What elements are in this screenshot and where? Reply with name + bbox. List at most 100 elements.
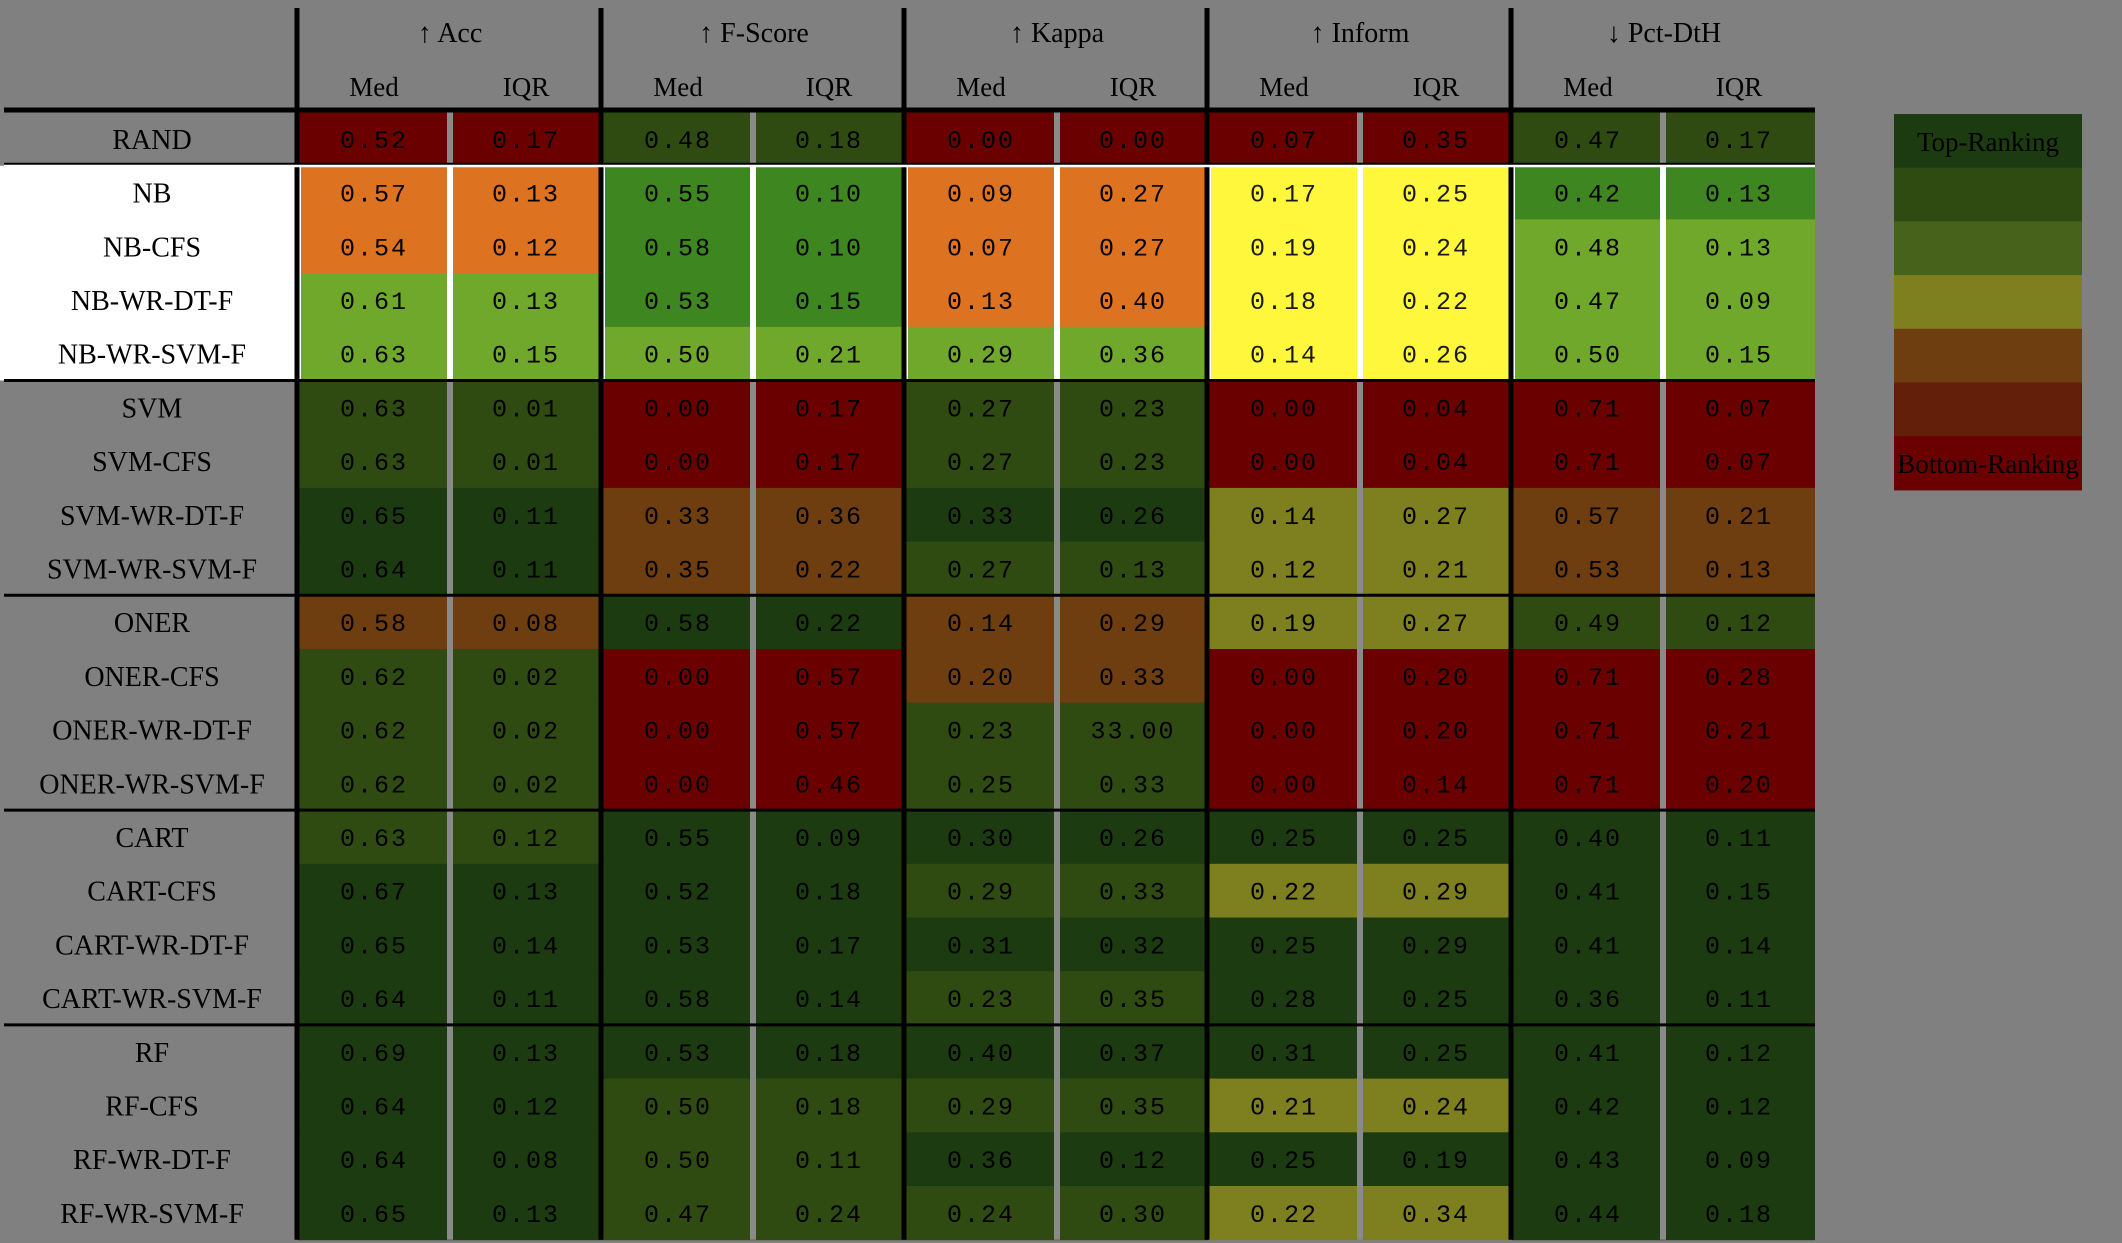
cell-value: 0.13 <box>1099 556 1167 585</box>
heatmap-cell <box>1663 917 1815 972</box>
heatmap-cell <box>1360 649 1512 704</box>
metric-header: ↑ Kappa <box>1010 18 1105 49</box>
heatmap-cell <box>298 1132 450 1187</box>
heatmap-cell <box>753 1078 905 1133</box>
heatmap-cell <box>1512 702 1664 757</box>
heatmap-cell <box>1663 1132 1815 1187</box>
cell-value: 0.00 <box>1099 127 1167 156</box>
cell-value: 0.00 <box>1250 718 1318 747</box>
metric-header: ↑ F-Score <box>699 18 809 49</box>
cell-value: 0.15 <box>1705 342 1773 371</box>
cell-value: 0.29 <box>947 879 1015 908</box>
heatmap-cell <box>905 810 1057 865</box>
cell-value: 0.08 <box>492 1147 560 1176</box>
heatmap-cell <box>753 971 905 1026</box>
heatmap-cell <box>1512 326 1664 381</box>
cell-value: 0.00 <box>1250 771 1318 800</box>
cell-value: 0.13 <box>492 1040 560 1069</box>
cell-value: 0.14 <box>1705 932 1773 961</box>
cell-value: 0.17 <box>492 127 560 156</box>
heatmap-cell <box>1057 971 1209 1026</box>
heatmap-cell <box>753 1024 905 1080</box>
cell-value: 33.00 <box>1090 718 1175 747</box>
heatmap-cell <box>602 1186 754 1241</box>
cell-value: 0.00 <box>644 718 712 747</box>
cell-value: 0.40 <box>1099 288 1167 317</box>
heatmap-cell <box>450 917 602 972</box>
cell-value: 0.27 <box>947 556 1015 585</box>
heatmap-cell <box>1057 649 1209 704</box>
cell-value: 0.48 <box>1554 234 1622 263</box>
cell-value: 0.64 <box>340 556 408 585</box>
heatmap-cell <box>450 326 602 381</box>
cell-value: 0.64 <box>340 1147 408 1176</box>
legend-swatch <box>1894 382 2082 437</box>
cell-value: 0.62 <box>340 718 408 747</box>
heatmap-cell <box>1512 380 1664 435</box>
cell-value: 0.36 <box>1554 986 1622 1015</box>
heatmap-cell <box>1057 487 1209 543</box>
heatmap-cell <box>602 863 754 918</box>
cell-value: 0.12 <box>1705 610 1773 639</box>
cell-value: 0.02 <box>492 718 560 747</box>
cell-value: 0.53 <box>644 932 712 961</box>
cell-value: 0.29 <box>947 1093 1015 1122</box>
heatmap-cell <box>905 326 1057 381</box>
heatmap-cell <box>450 1186 602 1241</box>
cell-value: 0.09 <box>1705 1147 1773 1176</box>
cell-value: 0.13 <box>1705 556 1773 585</box>
heatmap-cell <box>905 917 1057 972</box>
heatmap-cell <box>905 595 1057 650</box>
heatmap-cell <box>602 219 754 274</box>
row-label: RF-WR-SVM-F <box>60 1199 244 1230</box>
heatmap-cell <box>450 434 602 489</box>
cell-value: 0.71 <box>1554 718 1622 747</box>
row-label: RF-WR-DT-F <box>73 1145 231 1176</box>
cell-value: 0.12 <box>1250 556 1318 585</box>
heatmap-cell <box>1512 1132 1664 1187</box>
row-label: ONER-CFS <box>84 662 219 693</box>
cell-value: 0.15 <box>795 288 863 317</box>
cell-value: 0.01 <box>492 449 560 478</box>
cell-value: 0.15 <box>1705 879 1773 908</box>
heatmap-cell <box>1208 863 1360 918</box>
cell-value: 0.13 <box>1705 234 1773 263</box>
cell-value: 0.29 <box>1402 932 1470 961</box>
heatmap-cell <box>298 434 450 489</box>
cell-value: 0.53 <box>644 288 712 317</box>
cell-value: 0.27 <box>1099 234 1167 263</box>
cell-value: 0.12 <box>1705 1093 1773 1122</box>
heatmap-cell <box>1512 273 1664 328</box>
heatmap-cell <box>298 1186 450 1241</box>
cell-value: 0.12 <box>492 1093 560 1122</box>
heatmap-cell <box>602 165 754 220</box>
heatmap-cell <box>298 165 450 220</box>
cell-value: 0.21 <box>1705 503 1773 532</box>
cell-value: 0.13 <box>492 1201 560 1230</box>
heatmap-cell <box>1512 971 1664 1026</box>
cell-value: 0.35 <box>1099 1093 1167 1122</box>
heatmap-cell <box>753 541 905 596</box>
cell-value: 0.11 <box>492 556 560 585</box>
heatmap-cell <box>1360 219 1512 274</box>
cell-value: 0.22 <box>795 556 863 585</box>
heatmap-cell <box>905 165 1057 220</box>
cell-value: 0.62 <box>340 664 408 693</box>
heatmap-cell <box>298 326 450 381</box>
cell-value: 0.58 <box>644 986 712 1015</box>
cell-value: 0.25 <box>1402 986 1470 1015</box>
cell-value: 0.57 <box>340 181 408 210</box>
legend-top-label: Top-Ranking <box>1917 127 2059 157</box>
cell-value: 0.25 <box>1250 825 1318 854</box>
cell-value: 0.21 <box>1705 718 1773 747</box>
cell-value: 0.17 <box>1250 181 1318 210</box>
heatmap-cell <box>450 1024 602 1080</box>
heatmap-cell <box>298 1024 450 1080</box>
heatmap-cell <box>1663 1078 1815 1133</box>
heatmap-cell <box>602 917 754 972</box>
cell-value: 0.40 <box>947 1040 1015 1069</box>
heatmap-cell <box>1360 326 1512 381</box>
cell-value: 0.29 <box>1099 610 1167 639</box>
cell-value: 0.67 <box>340 879 408 908</box>
